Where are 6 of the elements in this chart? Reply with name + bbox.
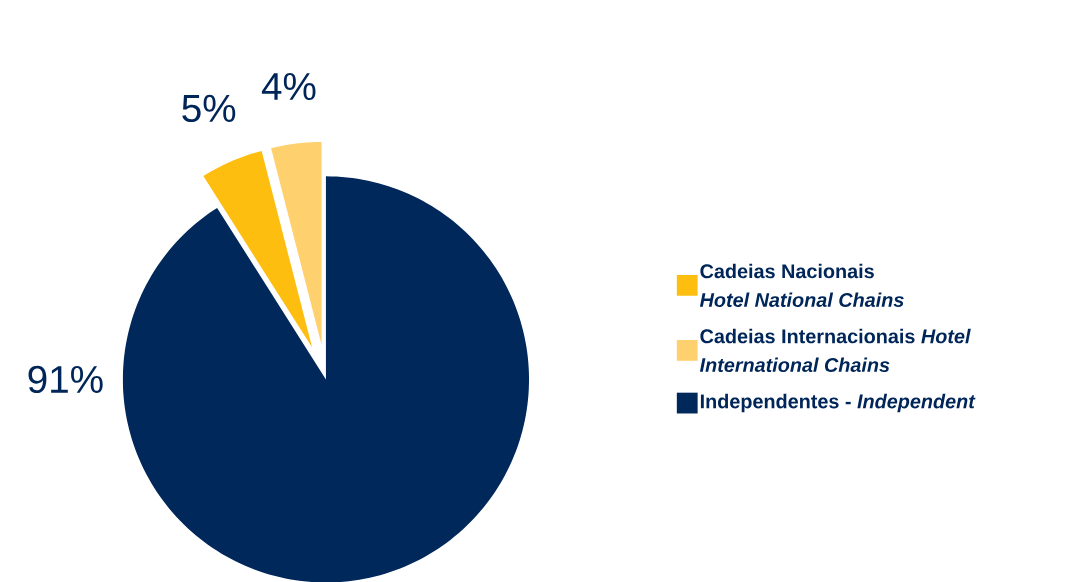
data-label: 5% — [182, 94, 236, 122]
category-label: Cadeias Internacionais Hotel International Chains — [699, 328, 971, 372]
data-label: 4% — [261, 72, 316, 100]
data-label: 91% — [28, 365, 103, 393]
legend-label: Cadeias Nacionais Hotel National Chains — [699, 263, 904, 307]
legend-label: Independentes - Independent — [700, 393, 976, 413]
